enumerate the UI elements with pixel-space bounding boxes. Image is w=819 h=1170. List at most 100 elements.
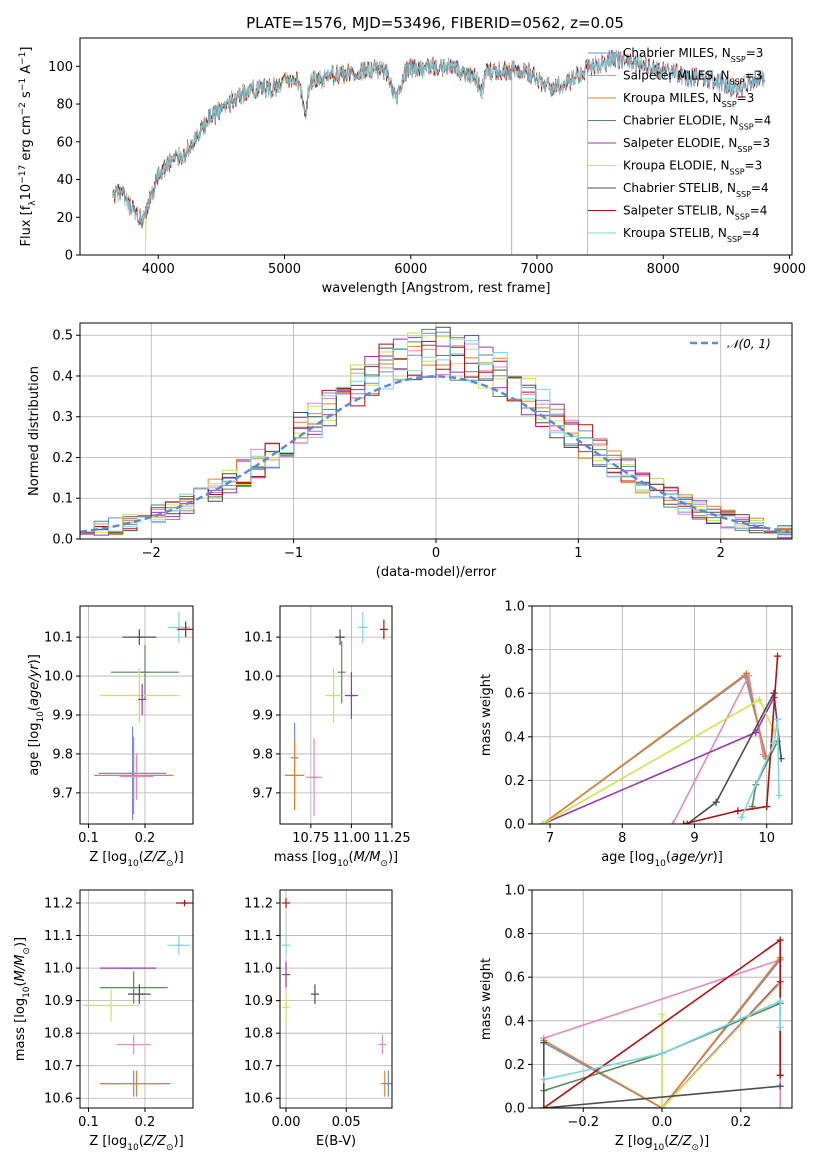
x-tick-label: 0 [432, 546, 440, 561]
y-tick-label: 0.6 [504, 971, 525, 986]
x-axis-label: Z [log10(Z/Z⊙)] [89, 1134, 183, 1153]
y-tick-label: 9.7 [52, 786, 73, 801]
y-tick-label: 9.9 [252, 709, 273, 724]
x-axis-label: Z [log10(Z/Z⊙)] [89, 850, 183, 869]
weight-marker [774, 715, 782, 723]
x-tick-label: −2 [142, 546, 161, 561]
y-tick-label: 10.1 [44, 631, 73, 646]
legend-label: Kroupa MILES, NSSP=3 [623, 91, 754, 109]
weight-line-chabrier-stelib [543, 1042, 781, 1108]
x-tick-label: 0.1 [78, 831, 99, 846]
y-tick-label: 20 [56, 211, 73, 226]
weight-line-chabrier-miles [542, 674, 768, 824]
weight-line-chabrier-miles [543, 959, 781, 1108]
plot-area [284, 611, 388, 817]
weight-marker [712, 798, 720, 806]
plot-area [94, 611, 193, 821]
y-tick-label: 10.7 [244, 1059, 273, 1074]
age-vs-mass-panel: 10.75 11.00 11.25 9.7 9.8 9.9 10.0 10.1 mass [lo… [244, 605, 411, 869]
y-tick-label: 0.8 [504, 643, 525, 658]
y-tick-label: 0.5 [52, 329, 73, 344]
y-tick-label: 0.0 [504, 1102, 525, 1117]
x-axis-label: E(B-V) [316, 1134, 356, 1149]
x-tick-label: −0.2 [567, 1115, 599, 1130]
x-tick-label: 11.00 [333, 831, 370, 846]
figure-title: PLATE=1576, MJD=53496, FIBERID=0562, z=0… [246, 14, 624, 32]
weight-line-kroupa-elodie [661, 983, 781, 1108]
axes-frame [279, 889, 393, 1109]
spectrum-panel: Chabrier MILES, NSSP=3 Salpeter MILES, NS… [18, 37, 806, 296]
y-tick-label: 0 [65, 249, 73, 264]
x-tick-label: 5000 [268, 262, 301, 277]
mass-vs-metallicity-panel: 0.1 0.2 10.6 10.7 10.8 10.9 11.0 11.1 11.2 Z [log… [13, 889, 194, 1153]
legend-label: Chabrier MILES, NSSP=3 [623, 46, 763, 64]
weight-line-kroupa-elodie [542, 698, 775, 824]
y-tick-label: 9.8 [52, 747, 73, 762]
weight-marker [776, 1071, 784, 1079]
x-tick-label: 7000 [520, 262, 553, 277]
weight-line-kroupa-miles [542, 672, 767, 824]
legend-label: 𝒩(0, 1) [727, 337, 771, 351]
y-tick-label: 9.8 [252, 747, 273, 762]
y-tick-label: 0.4 [504, 1014, 525, 1029]
weight-marker [776, 1104, 784, 1108]
x-tick-label: 4000 [142, 262, 175, 277]
y-tick-label: 10.7 [44, 1059, 73, 1074]
plot-area [539, 652, 785, 824]
plot-area [82, 899, 193, 1097]
y-tick-label: 11.0 [244, 962, 273, 977]
x-tick-label: 0.2 [135, 831, 156, 846]
y-tick-label: 0.4 [504, 730, 525, 745]
weight-marker [756, 696, 763, 704]
weight-marker [776, 936, 784, 944]
weight-line-kroupa-stelib [740, 719, 780, 818]
weight-marker [776, 1082, 784, 1090]
axes-frame [79, 37, 793, 256]
y-tick-label: 1.0 [504, 600, 525, 615]
y-tick-label: 11.2 [44, 897, 73, 912]
mass-vs-extinction-panel: 0.00 0.05 10.6 10.7 10.8 10.9 11.0 11.1 11.2 E(B-… [244, 889, 393, 1149]
weight-marker [540, 1104, 548, 1108]
weight-marker [775, 792, 783, 800]
y-tick-label: 10.8 [44, 1027, 73, 1042]
weight-marker [658, 1104, 666, 1108]
x-tick-label: −1 [284, 546, 303, 561]
x-tick-label: 1 [574, 546, 582, 561]
weight-marker [743, 670, 750, 678]
x-axis-label: wavelength [Angstrom, rest frame] [322, 281, 551, 296]
y-tick-label: 0.2 [504, 1058, 525, 1073]
y-tick-label: 10.9 [244, 994, 273, 1009]
y-tick-label: 40 [56, 173, 73, 188]
histogram-kroupa-stelib [80, 338, 792, 535]
legend-label: Kroupa STELIB, NSSP=4 [623, 226, 760, 244]
legend-label: Chabrier STELIB, NSSP=4 [623, 181, 769, 199]
y-tick-label: 10.6 [244, 1092, 273, 1107]
plot-area [282, 898, 392, 1097]
y-tick-label: 0.4 [52, 369, 73, 384]
x-tick-label: 0.2 [730, 1115, 751, 1130]
weight-marker [680, 820, 688, 824]
y-axis-label: Flux [fλ10−17 erg cm−2 s−1 A−1] [18, 47, 38, 247]
y-axis-label: mass weight [479, 674, 494, 756]
x-tick-label: 7 [546, 831, 554, 846]
y-tick-label: 0.2 [504, 774, 525, 789]
weight-line-kroupa-stelib [543, 999, 781, 1081]
legend-label: Salpeter ELODIE, NSSP=3 [623, 136, 770, 154]
weight-marker [763, 803, 771, 811]
x-tick-label: 0.0 [652, 1115, 673, 1130]
weight-line-salpeter-elodie [542, 697, 775, 824]
y-tick-label: 9.9 [52, 709, 73, 724]
x-tick-label: 0.1 [78, 1115, 99, 1130]
y-tick-label: 10.9 [44, 994, 73, 1009]
y-tick-label: 0.1 [52, 492, 73, 507]
x-axis-label: mass [log10(M/M⊙)] [274, 850, 398, 869]
y-tick-label: 10.1 [244, 631, 273, 646]
x-tick-label: 8 [618, 831, 626, 846]
plot-area [112, 49, 765, 255]
y-tick-label: 11.2 [244, 897, 273, 912]
x-tick-label: 0.05 [332, 1115, 361, 1130]
y-tick-label: 0.8 [504, 927, 525, 942]
y-tick-label: 11.1 [244, 929, 273, 944]
age-vs-metallicity-panel: 0.1 0.2 9.7 9.8 9.9 10.0 10.1 Z [log10(Z/Z⊙)] ag… [27, 605, 194, 869]
